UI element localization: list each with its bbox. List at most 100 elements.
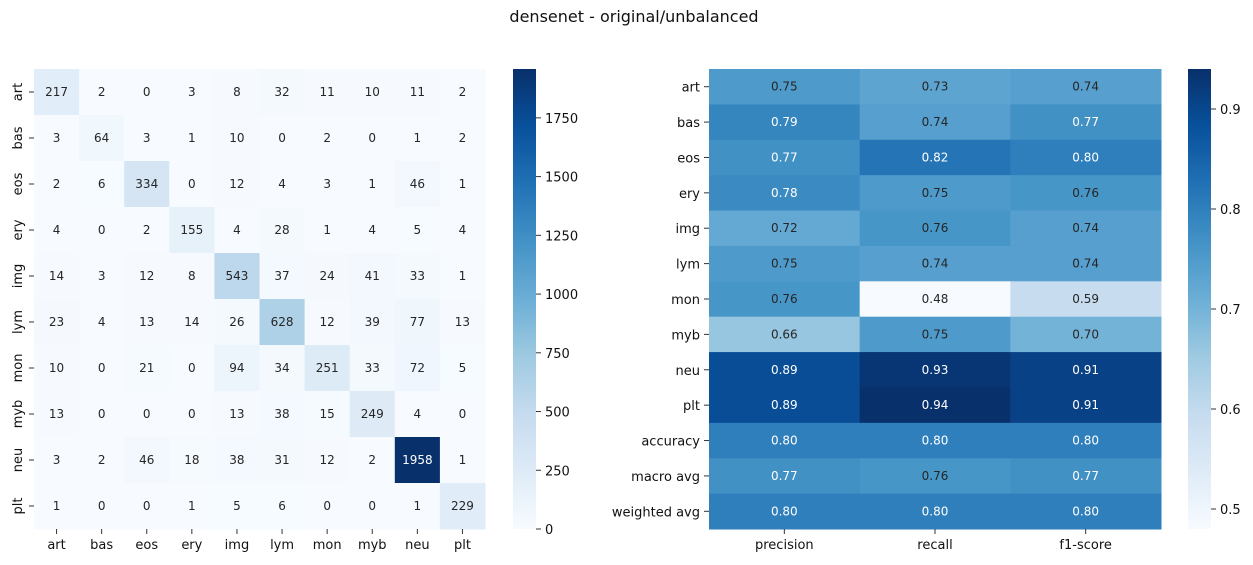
cell-value-label: 10 bbox=[49, 361, 64, 375]
colorbar-tick-label: 0.5 bbox=[1220, 503, 1241, 518]
heatmap-cell bbox=[214, 69, 260, 116]
colorbar-tick-label: 0.7 bbox=[1220, 303, 1241, 318]
cell-value-label: 2 bbox=[53, 177, 61, 191]
cell-value-label: 0.91 bbox=[1072, 398, 1099, 412]
cell-value-label: 0.77 bbox=[1072, 115, 1099, 129]
x-tick-label: bas bbox=[90, 538, 113, 553]
cell-value-label: 251 bbox=[316, 361, 339, 375]
heatmap-cell bbox=[79, 437, 125, 484]
cell-value-label: 5 bbox=[233, 499, 241, 513]
heatmap-cell bbox=[214, 207, 260, 254]
x-tick-label: recall bbox=[917, 538, 952, 553]
heatmap-cell bbox=[859, 458, 1011, 495]
heatmap-cell bbox=[349, 391, 396, 438]
y-tick-label: mon bbox=[11, 354, 26, 383]
cell-value-label: 0.59 bbox=[1072, 292, 1099, 306]
cell-value-label: 3 bbox=[98, 269, 106, 283]
cell-value-label: 0.74 bbox=[1072, 257, 1099, 271]
colorbar-tick-label: 1500 bbox=[545, 171, 578, 186]
cell-value-label: 5 bbox=[414, 223, 422, 237]
cell-value-label: 1 bbox=[414, 131, 422, 145]
heatmap-cell bbox=[79, 115, 125, 162]
cell-value-label: 1958 bbox=[402, 453, 433, 467]
y-tick-label: lym bbox=[676, 258, 700, 273]
cell-value-label: 0 bbox=[98, 407, 106, 421]
cell-value-label: 38 bbox=[274, 407, 289, 421]
cell-value-label: 0.75 bbox=[771, 257, 798, 271]
colorbar-tick-label: 1000 bbox=[545, 288, 578, 303]
cell-value-label: 0.77 bbox=[1072, 469, 1099, 483]
cell-value-label: 0 bbox=[323, 499, 331, 513]
x-tick-label: mon bbox=[313, 538, 342, 553]
cell-value-label: 46 bbox=[139, 453, 154, 467]
cell-value-label: 12 bbox=[139, 269, 154, 283]
cell-value-label: 249 bbox=[361, 407, 384, 421]
heatmap-cell bbox=[79, 391, 125, 438]
cell-value-label: 4 bbox=[278, 177, 286, 191]
y-tick-label: ery bbox=[679, 187, 700, 202]
cell-value-label: 0.74 bbox=[922, 257, 949, 271]
x-tick-label: lym bbox=[270, 538, 294, 553]
heatmap-cell bbox=[709, 422, 861, 459]
cell-value-label: 33 bbox=[410, 269, 425, 283]
cell-value-label: 0 bbox=[143, 85, 151, 99]
y-tick-label: plt bbox=[683, 399, 700, 414]
cell-value-label: 2 bbox=[98, 85, 106, 99]
x-tick-label: ery bbox=[181, 538, 202, 553]
cell-value-label: 0.70 bbox=[1072, 327, 1099, 341]
heatmap-cell bbox=[259, 115, 306, 162]
cell-value-label: 34 bbox=[274, 361, 289, 375]
heatmap-cell bbox=[169, 253, 215, 300]
cell-value-label: 0.76 bbox=[922, 469, 949, 483]
cell-value-label: 1 bbox=[459, 269, 467, 283]
x-tick-label: plt bbox=[454, 538, 471, 553]
heatmap-cell bbox=[349, 115, 396, 162]
heatmap-cell bbox=[124, 299, 170, 346]
cell-value-label: 32 bbox=[274, 85, 289, 99]
cell-value-label: 217 bbox=[45, 85, 68, 99]
cell-value-label: 2 bbox=[459, 131, 467, 145]
heatmap-cell bbox=[124, 207, 170, 254]
cell-value-label: 4 bbox=[233, 223, 241, 237]
cell-value-label: 14 bbox=[184, 315, 199, 329]
cell-value-label: 6 bbox=[278, 499, 286, 513]
heatmap-cell bbox=[349, 299, 396, 346]
heatmap-cell bbox=[304, 253, 351, 300]
heatmap-cell bbox=[214, 299, 260, 346]
cell-value-label: 4 bbox=[459, 223, 467, 237]
colorbar-tick-label: 0.9 bbox=[1220, 103, 1241, 118]
cell-value-label: 0 bbox=[143, 407, 151, 421]
y-tick-label: macro avg bbox=[631, 470, 700, 485]
cell-value-label: 0.77 bbox=[771, 150, 798, 164]
cell-value-label: 0 bbox=[98, 223, 106, 237]
heatmap-cell bbox=[259, 69, 306, 116]
heatmap-cell bbox=[349, 253, 396, 300]
confusion-matrix-heatmap: 217 2 0 3 8 32 11 10 11 23 64 3 1 10 0 2 0 1 22 6 334 0 12 4 3 1 4… bbox=[11, 69, 578, 553]
cell-value-label: 12 bbox=[229, 177, 244, 191]
y-tick-label: img bbox=[11, 264, 26, 289]
cell-value-label: 1 bbox=[459, 453, 467, 467]
heatmap-cell bbox=[439, 299, 486, 346]
cell-value-label: 0.74 bbox=[922, 115, 949, 129]
cell-value-label: 0 bbox=[143, 499, 151, 513]
cell-value-label: 0 bbox=[188, 361, 196, 375]
cell-value-label: 334 bbox=[135, 177, 158, 191]
cell-value-label: 0 bbox=[98, 499, 106, 513]
x-tick-label: img bbox=[225, 538, 250, 553]
cell-value-label: 2 bbox=[368, 453, 376, 467]
cell-value-label: 4 bbox=[98, 315, 106, 329]
heatmap-cell bbox=[349, 69, 396, 116]
heatmap-cell bbox=[709, 387, 861, 424]
cell-value-label: 21 bbox=[139, 361, 154, 375]
cell-value-label: 0.91 bbox=[1072, 363, 1099, 377]
cell-value-label: 72 bbox=[410, 361, 425, 375]
heatmap-cell bbox=[79, 253, 125, 300]
heatmap-cell bbox=[859, 352, 1011, 388]
cell-value-label: 0.66 bbox=[771, 327, 798, 341]
cell-value-label: 2 bbox=[98, 453, 106, 467]
cell-value-label: 1 bbox=[368, 177, 376, 191]
heatmap-cell bbox=[1010, 69, 1162, 105]
cell-value-label: 28 bbox=[274, 223, 289, 237]
y-tick-label: plt bbox=[11, 498, 26, 515]
cell-value-label: 4 bbox=[368, 223, 376, 237]
